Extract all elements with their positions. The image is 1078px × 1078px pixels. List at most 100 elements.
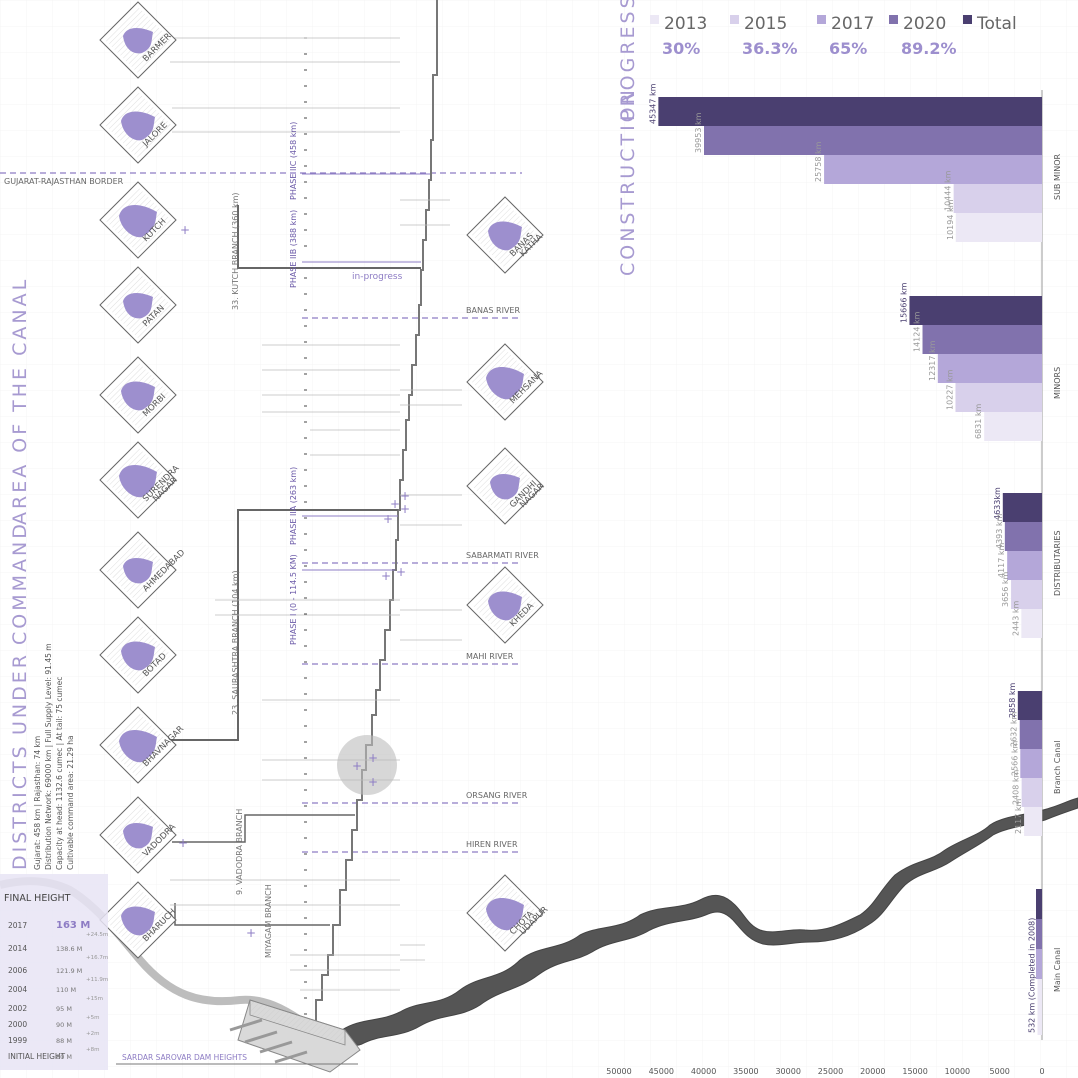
chart-bar — [658, 97, 1042, 126]
in-progress-label: in-progress — [352, 272, 403, 282]
kutch-branch-label: 33. KUTCH BRANCH (360 km) — [231, 192, 240, 310]
chart-bar-label: 10227 km — [945, 369, 954, 410]
fact-line-1: Gujarat: 458 km | Rajasthan: 74 km — [33, 736, 42, 870]
dam-height-panel — [0, 874, 108, 1070]
plus-icon: + — [400, 502, 410, 516]
chart-bar-label: 4117 km — [997, 542, 1006, 578]
plus-icon: + — [368, 775, 378, 789]
dam-height-value: 88 M — [56, 1037, 72, 1045]
chart-bar-label: 2858 km — [1008, 682, 1017, 718]
plus-icon: + — [381, 569, 391, 583]
dam-height-year: 1999 — [8, 1036, 27, 1045]
chart-bar-label: 3656 km — [1001, 571, 1010, 607]
title-construction: CONSTRUCTION — [617, 87, 639, 276]
legend-swatch — [650, 15, 659, 24]
chart-x-tick: 30000 — [775, 1067, 800, 1076]
chart-bar-label: 532 km (Completed in 2008) — [1027, 918, 1036, 1033]
chart-bar-label: 4393 km — [995, 513, 1004, 549]
chart-bar-label: 2408 km — [1012, 769, 1021, 805]
miyagam-branch-line — [174, 903, 330, 926]
chart-bar-overlay — [1036, 889, 1042, 919]
district-map-shape — [119, 204, 157, 238]
chart-bar-label: 12317 km — [928, 340, 937, 381]
chart-x-tick: 40000 — [691, 1067, 716, 1076]
plus-icon: + — [246, 926, 256, 940]
legend-swatch — [963, 15, 972, 24]
district-mehsana: MEHSANA — [466, 343, 545, 421]
vadodra-branch-line — [172, 814, 355, 843]
chart-bar — [953, 184, 1042, 213]
border-label: GUJARAT-RAJASTHAN BORDER — [4, 177, 124, 186]
title-area-of-canal: AREA OF THE CANAL — [9, 277, 31, 525]
legend-percent: 89.2% — [901, 39, 957, 58]
district-map-shape — [123, 557, 153, 584]
chart-category-label: MINORS — [1053, 367, 1062, 399]
dam-height-value: 80 M — [56, 1053, 72, 1061]
vadodra-branch-label: 9. VADODRA BRANCH — [235, 809, 244, 895]
river-label: SABARMATI RIVER — [466, 551, 539, 560]
district-map-shape — [121, 641, 155, 671]
plus-icon: + — [352, 759, 362, 773]
dam-height-year: 2017 — [8, 921, 27, 930]
dam-height-increment: +8m — [86, 1047, 99, 1053]
chart-x-tick: 45000 — [649, 1067, 674, 1076]
chart-bar — [984, 412, 1042, 441]
dam-label: SARDAR SAROVAR DAM HEIGHTS — [122, 1053, 247, 1062]
fact-line-2: Distribution Network: 69000 km | Full Su… — [44, 643, 53, 870]
chart-bar — [824, 155, 1042, 184]
district-jalore: JALORE — [99, 86, 177, 164]
chart-bar-label: 2632 km — [1010, 711, 1019, 747]
chart-bar — [1020, 749, 1042, 778]
legend-label: 2013 — [664, 14, 707, 34]
chart-bar — [1024, 807, 1042, 836]
chart-bar-label: 14124 km — [913, 311, 922, 352]
dam-height-increment: +5m — [86, 1015, 99, 1021]
chart-bar — [955, 383, 1042, 412]
district-map-shape — [123, 27, 153, 54]
legend-swatch — [889, 15, 898, 24]
chart-bar — [1017, 691, 1042, 720]
chart-x-tick: 20000 — [860, 1067, 885, 1076]
chart-bar-label: 45347 km — [648, 83, 657, 124]
chart-bar-label: 25758 km — [814, 141, 823, 182]
chart-x-tick: 15000 — [902, 1067, 927, 1076]
district-kutch: KUTCH — [99, 181, 177, 259]
legend-label: Total — [976, 14, 1017, 34]
title-progress: PROGRESS — [617, 0, 639, 121]
dam-height-value: 121.9 M — [56, 967, 82, 975]
district-map-shape — [119, 729, 157, 763]
chart-bar-overlay — [1036, 919, 1042, 949]
plus-markers: + + + + + + + + + + + + — [178, 223, 410, 940]
district-map-shape — [119, 464, 157, 498]
chart-bar — [922, 325, 1042, 354]
dam-icon — [229, 999, 361, 1073]
district-map-shape — [488, 591, 522, 621]
legend-label: 2017 — [831, 14, 874, 34]
chart-bar-label: 6831 km — [974, 403, 983, 439]
plus-icon: + — [400, 489, 410, 503]
district-barmer: BARMER — [99, 1, 177, 79]
plus-icon: + — [396, 565, 406, 579]
legend-percent: 36.3% — [742, 39, 798, 58]
district-kheda: KHEDA — [466, 566, 544, 644]
district-botad: BOTAD — [99, 616, 177, 694]
dam-height-value: 90 M — [56, 1021, 72, 1029]
title-under: UNDER — [9, 652, 31, 735]
dam-height-year: 2002 — [8, 1004, 27, 1013]
district-map-shape — [121, 906, 155, 936]
district-map-shape — [123, 292, 153, 319]
dam-height-increment: +15m — [86, 996, 103, 1002]
chart-category-label: Main Canal — [1053, 948, 1062, 992]
chart-x-tick: 10000 — [945, 1067, 970, 1076]
plus-icon: + — [178, 836, 188, 850]
reservoir-river-shape — [341, 797, 1078, 1046]
river-label: MAHI RIVER — [466, 652, 514, 661]
chart-bar — [937, 354, 1042, 383]
fact-line-4: Cultivable command area: 21.29 ha — [66, 735, 75, 870]
chart-bar — [1002, 493, 1042, 522]
construction-title: CONSTRUCTION PROGRESS — [617, 0, 639, 276]
legend-swatch — [730, 15, 739, 24]
